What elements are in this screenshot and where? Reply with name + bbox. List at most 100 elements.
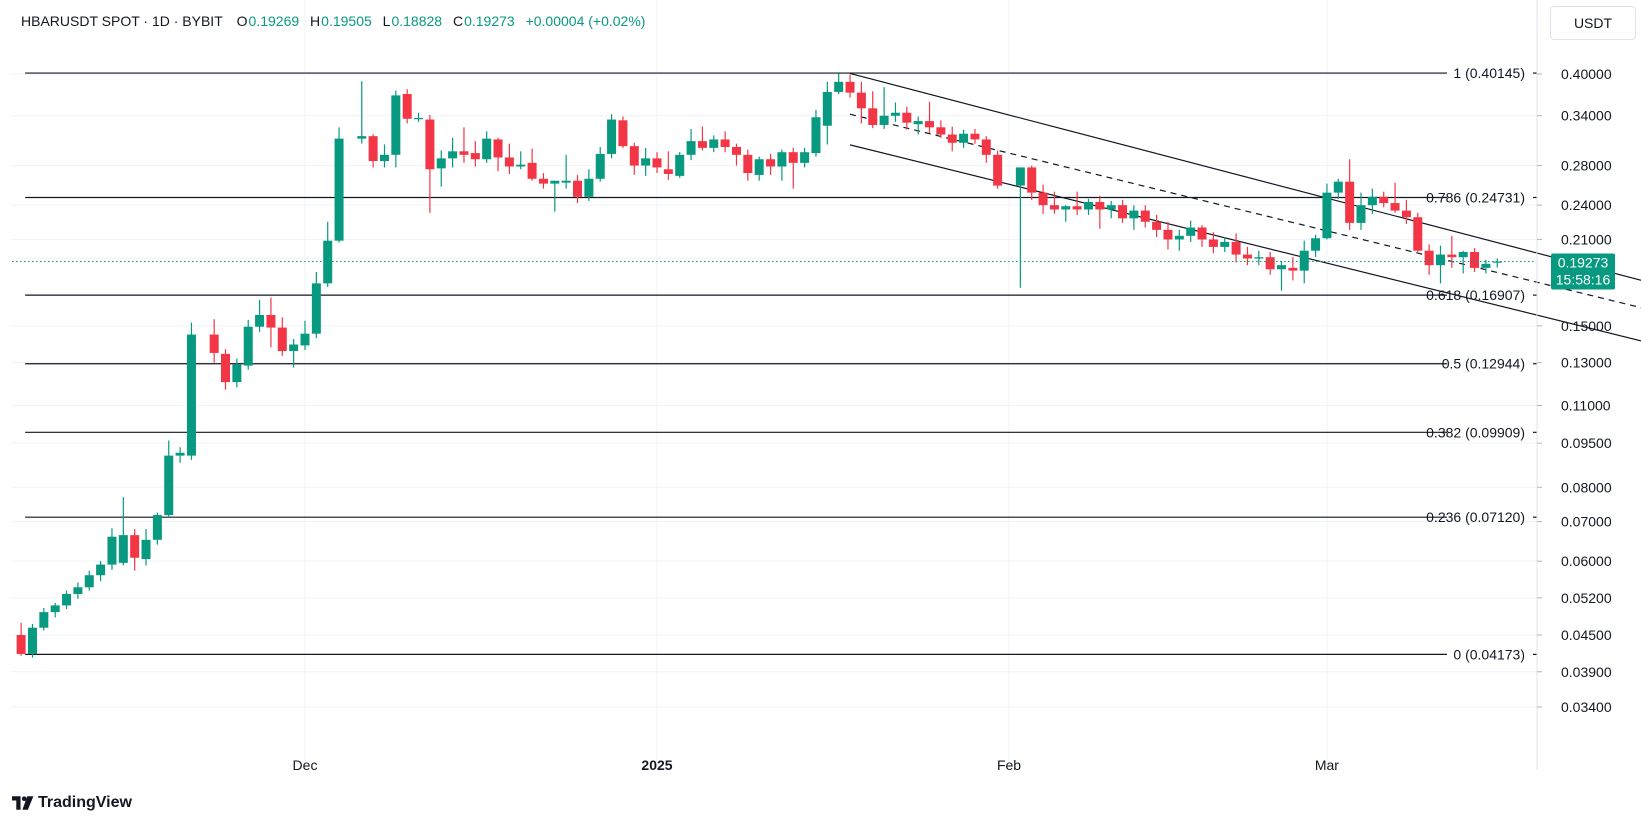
candle xyxy=(1277,261,1287,291)
fib-level-label: 0.786 (0.24731) xyxy=(1426,189,1525,205)
candle-body xyxy=(1163,229,1173,240)
candle xyxy=(856,81,866,124)
candle xyxy=(777,149,787,181)
y-tick-label: 0.28000 xyxy=(1561,158,1612,174)
close-value: 0.19273 xyxy=(464,13,515,29)
candle xyxy=(118,497,128,566)
candle-body xyxy=(448,151,458,159)
candle-body xyxy=(811,117,821,154)
candle xyxy=(1140,205,1150,228)
candle xyxy=(618,116,628,148)
candle-body xyxy=(1265,257,1275,270)
candle-body xyxy=(731,147,741,155)
last-price-value: 0.19273 xyxy=(1558,254,1609,270)
candle-body xyxy=(1379,196,1389,204)
last-price-badge-bg xyxy=(1551,253,1615,290)
candle xyxy=(357,81,367,144)
candle xyxy=(1015,167,1025,288)
candle xyxy=(493,137,503,172)
candle-body xyxy=(414,118,424,120)
symbol-title[interactable]: HBARUSDT SPOT · 1D · BYBIT xyxy=(21,13,223,29)
y-tick-label: 0.04500 xyxy=(1561,627,1612,643)
candle-body xyxy=(277,327,287,352)
candle xyxy=(550,180,560,212)
candle-body xyxy=(1095,201,1105,210)
candle xyxy=(459,127,469,163)
candle-body xyxy=(777,152,787,167)
candle-body xyxy=(709,139,719,148)
candle-body xyxy=(1277,265,1287,270)
candle-body xyxy=(754,159,764,175)
candle xyxy=(379,144,389,168)
candle xyxy=(414,112,424,122)
candle xyxy=(1072,191,1082,215)
candle xyxy=(1333,178,1343,199)
bar-countdown: 15:58:16 xyxy=(1556,271,1611,287)
candle xyxy=(1288,257,1298,281)
candle-body xyxy=(130,535,140,558)
candle xyxy=(1447,235,1457,268)
candle xyxy=(1106,200,1116,219)
y-tick-label: 0.07000 xyxy=(1561,514,1612,530)
candle xyxy=(834,73,844,95)
candle xyxy=(1458,250,1468,274)
candle-body xyxy=(493,139,503,158)
candle-body xyxy=(1413,217,1423,251)
y-tick-label: 0.21000 xyxy=(1561,231,1612,247)
candle-body xyxy=(141,539,151,560)
x-tick-label: Feb xyxy=(997,757,1021,773)
candle xyxy=(811,109,821,157)
candle-body xyxy=(686,141,696,155)
candle-body xyxy=(436,158,446,169)
candle xyxy=(107,528,117,570)
candle-body xyxy=(255,314,265,327)
y-tick-label: 0.34000 xyxy=(1561,108,1612,124)
candle xyxy=(50,602,60,618)
tradingview-logo[interactable]: TradingView xyxy=(12,794,132,812)
candle xyxy=(652,152,662,174)
candle xyxy=(879,87,889,129)
x-tick-label: Mar xyxy=(1315,757,1339,773)
candle xyxy=(1049,191,1059,214)
x-tick-label: Dec xyxy=(293,757,318,773)
grid-lines xyxy=(12,0,1536,770)
candle xyxy=(243,319,253,370)
currency-button[interactable]: USDT xyxy=(1550,6,1636,40)
candle xyxy=(1129,205,1139,230)
candle xyxy=(1379,191,1389,208)
candle xyxy=(697,126,707,151)
candle-body xyxy=(459,151,469,155)
candles xyxy=(16,73,1502,658)
candle xyxy=(868,91,878,129)
candle-body xyxy=(584,178,594,197)
descending-channel xyxy=(849,72,1641,342)
y-tick-label: 0.03400 xyxy=(1561,699,1612,715)
candle xyxy=(300,320,310,351)
candle-body xyxy=(1118,205,1128,219)
candle-body xyxy=(470,153,480,160)
candle xyxy=(527,148,537,181)
candle-body xyxy=(1424,250,1434,266)
channel-line-upper xyxy=(849,72,1641,281)
candle-body xyxy=(890,112,900,116)
candle-body xyxy=(1231,241,1241,255)
candle xyxy=(573,174,583,204)
candle-body xyxy=(504,157,514,167)
candle-body xyxy=(641,158,651,166)
close-label: C xyxy=(452,13,464,29)
y-tick-label: 0.09500 xyxy=(1561,435,1612,451)
candle xyxy=(266,297,276,348)
fibonacci-levels: 1 (0.40145) 0.786 (0.24731) 0.618 (0.16907… xyxy=(25,65,1537,662)
candle-body xyxy=(368,136,378,162)
candle xyxy=(1220,237,1230,252)
y-tick-label: 0.05200 xyxy=(1561,590,1612,606)
candle xyxy=(1424,244,1434,275)
candle-body xyxy=(1140,210,1150,222)
candle-body xyxy=(1038,192,1048,206)
time-axis: Dec2025FebMarAprMa xyxy=(293,757,1340,773)
candle xyxy=(743,149,753,181)
candle-body xyxy=(39,612,49,628)
candle xyxy=(27,623,37,658)
